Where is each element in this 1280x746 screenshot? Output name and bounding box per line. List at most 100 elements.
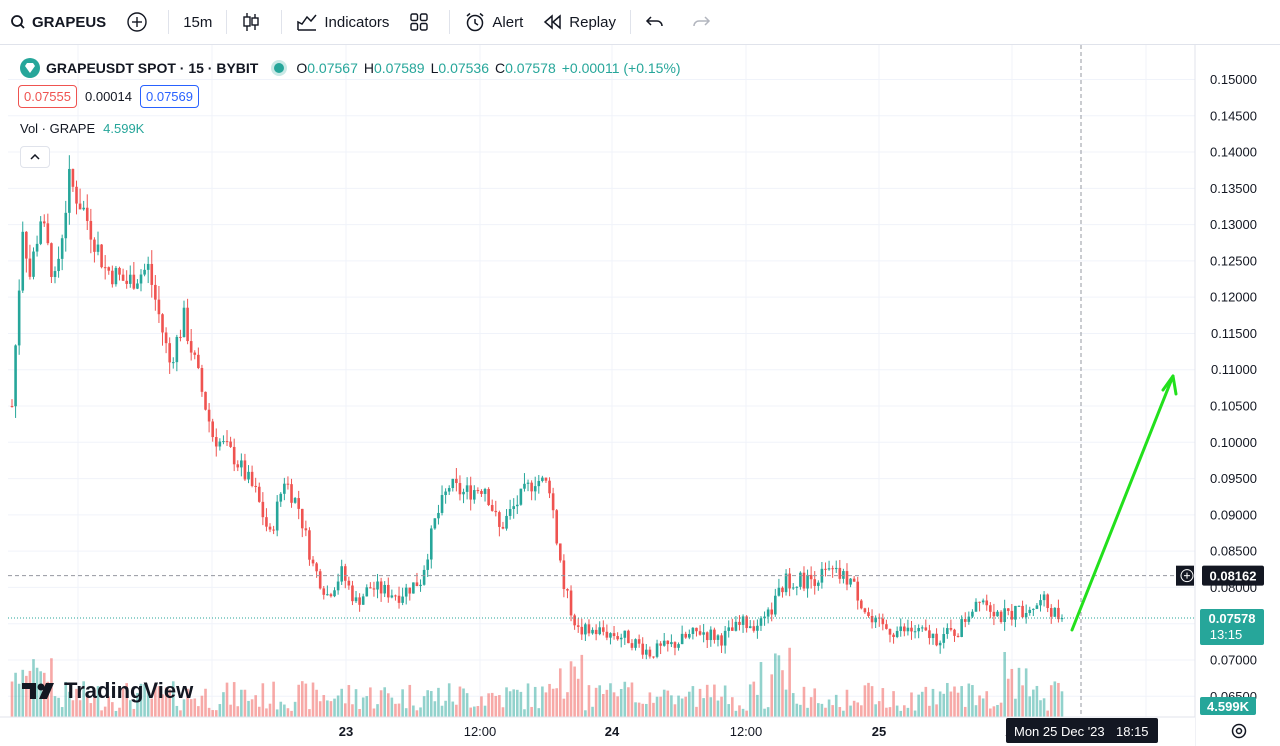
volume-bar [863,685,867,717]
candle-body [182,307,186,338]
time-tick-label: 12:00 [730,724,763,739]
candle-body [530,482,533,492]
chart-type-button[interactable] [231,0,277,44]
volume-bar [584,710,587,717]
replay-button[interactable]: Replay [533,0,626,44]
top-toolbar: GRAPEUS 15m Indicators Alert Replay [0,0,1280,45]
candle-body [250,471,254,486]
volume-bar [809,697,813,717]
candle-body [447,488,451,492]
volume-bar [189,699,193,717]
volume-bar [132,708,136,717]
candle-body [924,627,928,631]
volume-bar [967,683,971,717]
volume-bar [820,703,824,717]
tradingview-logo[interactable]: TradingView [22,678,193,704]
price-tick-label: 0.07000 [1210,652,1257,667]
candle-body [917,627,920,632]
volume-bar [501,707,505,717]
volume-bar [745,710,748,717]
volume-bar [437,687,440,717]
volume-bar [824,707,827,717]
interval-button[interactable]: 15m [173,0,222,44]
candle-body [856,581,860,601]
sell-price-button[interactable]: 0.07555 [18,85,77,108]
candle-body [1006,608,1010,611]
volume-bar [311,682,315,717]
volume-bar [250,699,254,717]
candle-body [483,488,487,494]
volume-legend[interactable]: Vol · GRAPE 4.599K [20,121,144,136]
price-chart[interactable]: 0.15000 0.14500 0.14000 0.13500 0.13000 0.125… [0,45,1280,746]
candle-body [1010,610,1014,620]
volume-bar [788,647,791,717]
undo-button[interactable] [635,0,681,44]
alert-button[interactable]: Alert [454,0,533,44]
volume-bar [573,666,576,717]
arrow-shaft [1070,374,1175,632]
redo-button[interactable] [681,0,727,44]
volume-bar [885,707,888,717]
buy-price-button[interactable]: 0.07569 [140,85,199,108]
candle-body [283,483,286,494]
volume-bar [28,670,32,717]
volume-bar [21,669,25,717]
candle-body [322,588,326,595]
volume-bar [376,704,379,717]
candle-body [759,618,763,626]
candle-body [437,512,440,519]
compare-button[interactable] [116,0,164,44]
volume-bar [451,701,455,717]
candle-body [863,608,867,613]
volume-bar [1006,678,1010,717]
candle-body [343,566,347,581]
candle-body [494,510,498,513]
layout-button[interactable] [399,0,445,44]
candle-body [849,578,852,585]
candle-body [304,528,308,531]
volume-bar [358,708,361,717]
volume-bar [731,697,734,717]
volume-bar [164,687,168,717]
price-axis[interactable]: 0.15000 0.14500 0.14000 0.13500 0.13000 0.125… [1176,45,1280,746]
volume-bar [1010,668,1014,717]
candle-body [247,471,250,480]
candle-body [354,597,358,602]
candle-body [17,290,21,346]
candle-body [118,267,121,275]
volume-bar [447,683,451,717]
candle-body [616,636,619,640]
volume-bar [684,696,688,717]
volume-bar [333,698,336,717]
candle-body [756,625,759,631]
toolbar-divider [629,10,631,34]
symbol-title[interactable]: GRAPEUSDT SPOT · 15 · BYBIT [46,60,259,76]
volume-bar [465,693,469,717]
collapse-legend-button[interactable] [20,146,50,168]
volume-bar [974,705,978,717]
volume-bar [630,682,634,717]
volume-bar [351,704,354,717]
volume-bar [938,691,942,717]
candle-body [171,362,175,364]
volume-bar [612,692,616,717]
symbol-search-button[interactable]: GRAPEUS [0,0,116,44]
volume-bar [118,707,121,717]
settings-gear-icon[interactable] [1231,723,1247,739]
candle-body [788,573,791,589]
ohlc-open: O0.07567 [296,60,358,76]
candle-body [1053,607,1057,617]
indicators-button[interactable]: Indicators [286,0,399,44]
green-arrow-drawing[interactable] [1070,374,1178,632]
candle-body [401,596,404,603]
volume-bar [705,684,709,717]
volume-bar [315,689,318,717]
candle-body [691,627,695,635]
candle-body [512,506,516,510]
candle-body [240,460,243,468]
candle-body [605,631,609,638]
candle-body [480,490,483,494]
market-status-dot[interactable] [274,63,285,73]
candle-body [838,567,842,579]
